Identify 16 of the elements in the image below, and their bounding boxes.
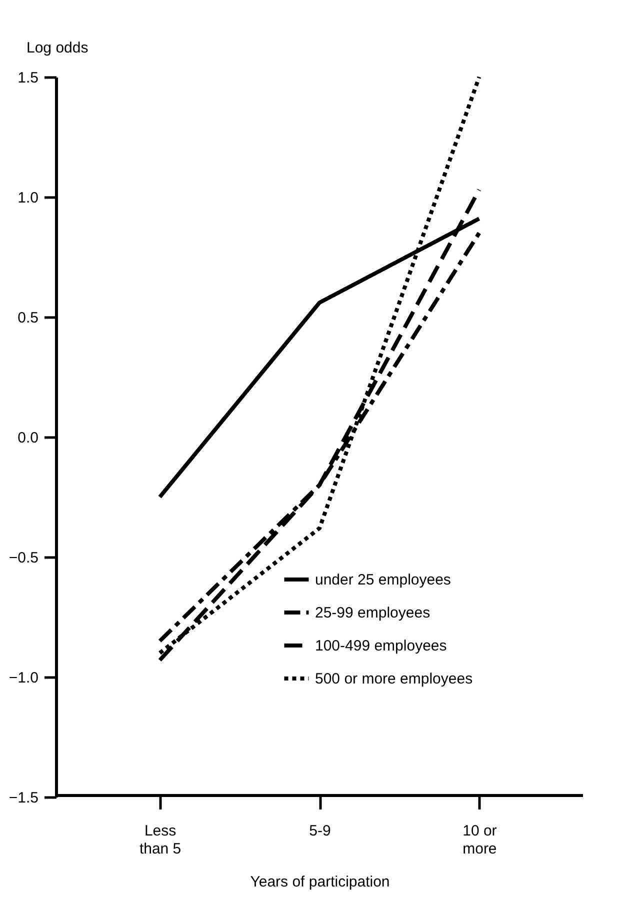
- x-tick-label: 5-9: [309, 822, 331, 840]
- legend-label: 500 or more employees: [315, 670, 473, 688]
- y-tick-label: 1.0: [18, 190, 38, 206]
- x-tick-label: Less than 5: [139, 822, 182, 858]
- y-tick-label: −0.5: [8, 550, 38, 566]
- y-tick-label: 1.5: [18, 70, 38, 86]
- x-axis-title: Years of participation: [250, 874, 390, 890]
- legend-label: under 25 employees: [315, 572, 451, 588]
- y-tick-label: −1.5: [8, 790, 38, 806]
- y-tick-label: 0.0: [18, 430, 38, 446]
- legend-label: 100-499 employees: [315, 638, 447, 654]
- y-axis-title: Log odds: [26, 40, 88, 56]
- y-tick-label: 0.5: [18, 310, 38, 326]
- legend-label: 25-99 employees: [315, 604, 430, 622]
- x-tick-label: 10 or more: [462, 822, 497, 858]
- y-tick-label: −1.0: [8, 670, 38, 686]
